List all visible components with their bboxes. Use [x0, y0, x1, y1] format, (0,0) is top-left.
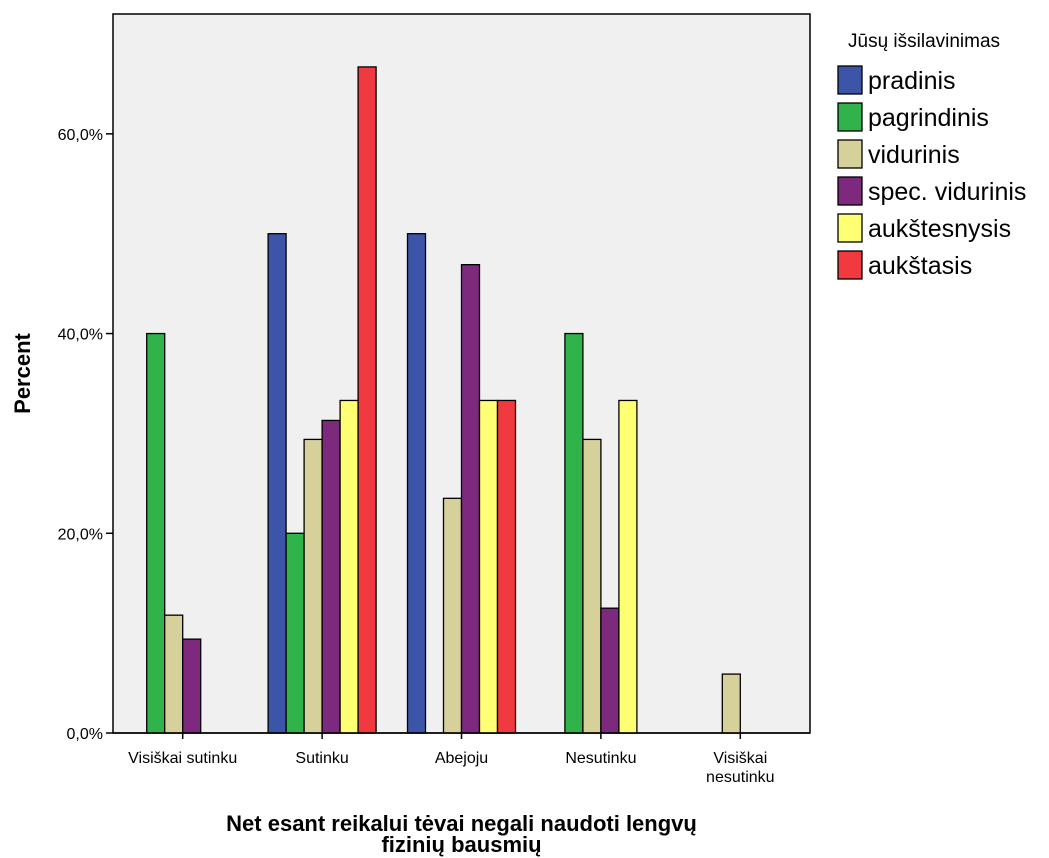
legend-label: pagrindinis [868, 104, 989, 132]
legend-swatch [837, 102, 863, 132]
legend-swatch [837, 213, 863, 243]
legend-label: pradinis [868, 67, 956, 95]
bar [618, 399, 638, 734]
x-tick-label: Nesutinku [565, 750, 636, 767]
bar [303, 438, 323, 734]
bar [321, 419, 341, 734]
legend-label: aukštesnysis [868, 215, 1011, 243]
bar [600, 607, 620, 734]
legend-label: vidurinis [868, 141, 960, 169]
legend-swatch [837, 139, 863, 169]
bar [721, 673, 741, 734]
bar [406, 233, 427, 734]
bar [496, 399, 517, 734]
x-tick-label: Visiškai sutinku [128, 750, 237, 767]
bar [564, 332, 584, 734]
y-axis: 0,0% 20,0% 40,0% 60,0% [58, 127, 113, 743]
bar [478, 399, 499, 734]
x-tick-label: Abejoju [435, 750, 488, 767]
bar [182, 638, 202, 734]
bar [164, 614, 184, 734]
bar [442, 497, 463, 734]
x-axis-title: Net esant reikalui tėvai negali naudoti … [226, 811, 697, 857]
legend-label: aukštasis [868, 252, 972, 280]
legend-swatch [837, 65, 863, 95]
bar [339, 399, 359, 734]
y-tick-label: 40,0% [58, 327, 103, 344]
legend-swatch [837, 176, 863, 206]
legend: Jūsų išsilavinimas pradinis pagrindinis vi… [837, 31, 1026, 280]
y-tick-label: 20,0% [58, 526, 103, 543]
bar [582, 438, 602, 734]
legend-title: Jūsų išsilavinimas [848, 31, 1000, 52]
legend-label: spec. vidurinis [868, 178, 1026, 206]
bar [285, 532, 305, 734]
y-axis-title: Percent [10, 332, 35, 413]
bar [357, 66, 377, 734]
bar [267, 233, 287, 734]
y-tick-label: 0,0% [67, 726, 103, 743]
x-axis: Visiškai sutinku Sutinku Abejoju Nesutinku V… [128, 733, 775, 786]
bar [460, 264, 481, 734]
x-tick-label: Visiškai nesutinku [706, 750, 775, 786]
legend-swatch [837, 250, 863, 280]
y-tick-label: 60,0% [58, 127, 103, 144]
bars [146, 66, 741, 734]
x-tick-label: Sutinku [295, 750, 348, 767]
bar [146, 332, 166, 734]
